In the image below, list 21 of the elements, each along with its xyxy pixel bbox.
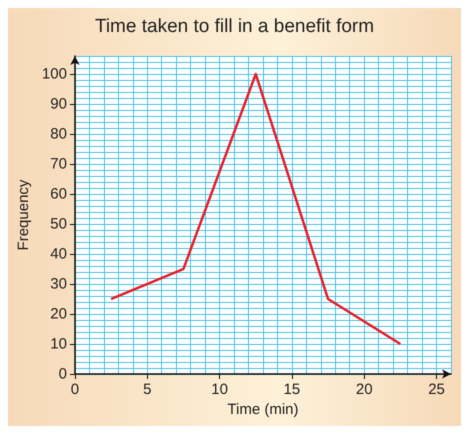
y-tick-label: 90 [50, 96, 67, 112]
x-tick-label: 20 [356, 381, 373, 398]
y-tick-label: 20 [50, 306, 67, 322]
y-axis-title: Frequency [15, 179, 32, 250]
y-tick-label: 100 [42, 66, 67, 82]
x-tick-label: 25 [428, 381, 445, 398]
y-tick-label: 50 [50, 216, 67, 232]
y-tick-label: 80 [50, 126, 67, 142]
x-tick-label: 5 [143, 381, 152, 398]
line-series [110, 72, 402, 346]
x-tick-label: 0 [70, 381, 80, 398]
y-tick-label: 70 [50, 156, 67, 172]
x-tick-label: 15 [284, 381, 300, 398]
x-tick-label: 10 [211, 381, 228, 398]
y-tick-label: 0 [58, 366, 67, 382]
y-tick-label: 10 [50, 336, 67, 352]
y-tick-label: 30 [50, 276, 67, 292]
y-tick-label: 60 [50, 186, 67, 202]
chart-title: Time taken to fill in a benefit form [94, 16, 374, 37]
x-axis-title: Time (min) [227, 400, 299, 418]
y-tick-label: 40 [50, 246, 67, 262]
